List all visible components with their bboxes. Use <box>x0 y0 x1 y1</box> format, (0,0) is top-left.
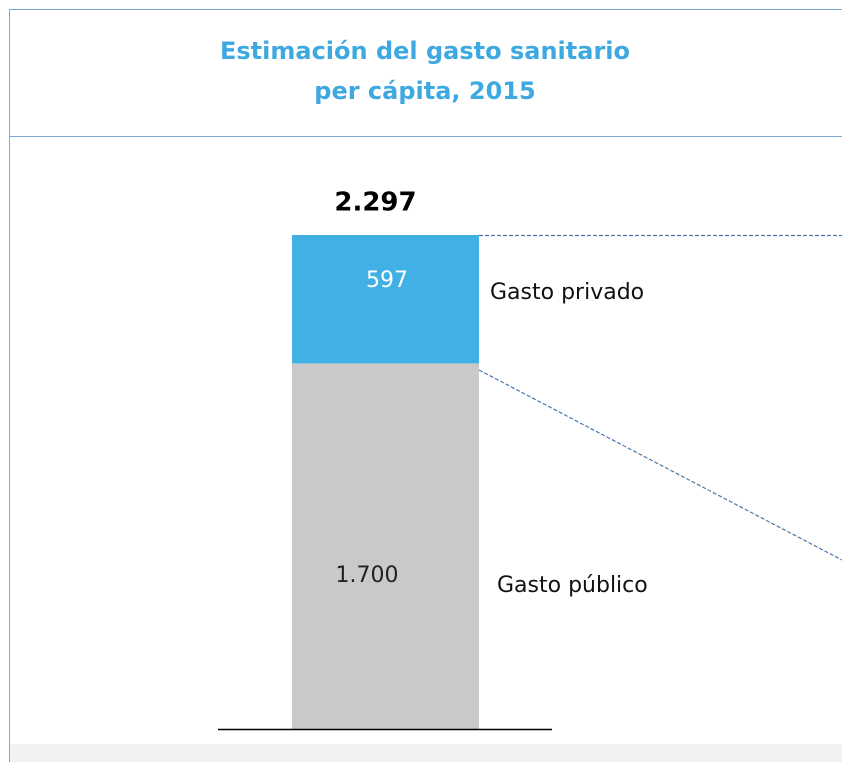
data-label: 1.700 <box>336 563 399 588</box>
chart-title: Estimación del gasto sanitario <box>220 37 630 65</box>
bottom-strip <box>9 744 842 762</box>
bar-segment <box>292 363 479 729</box>
legend-label: Gasto público <box>497 573 648 598</box>
connector-line <box>478 369 842 561</box>
chart-subtitle: per cápita, 2015 <box>314 77 535 105</box>
data-label: 597 <box>366 268 408 293</box>
total-label: 2.297 <box>334 188 416 218</box>
bar-segment <box>292 235 479 364</box>
legend-label: Gasto privado <box>490 280 644 305</box>
